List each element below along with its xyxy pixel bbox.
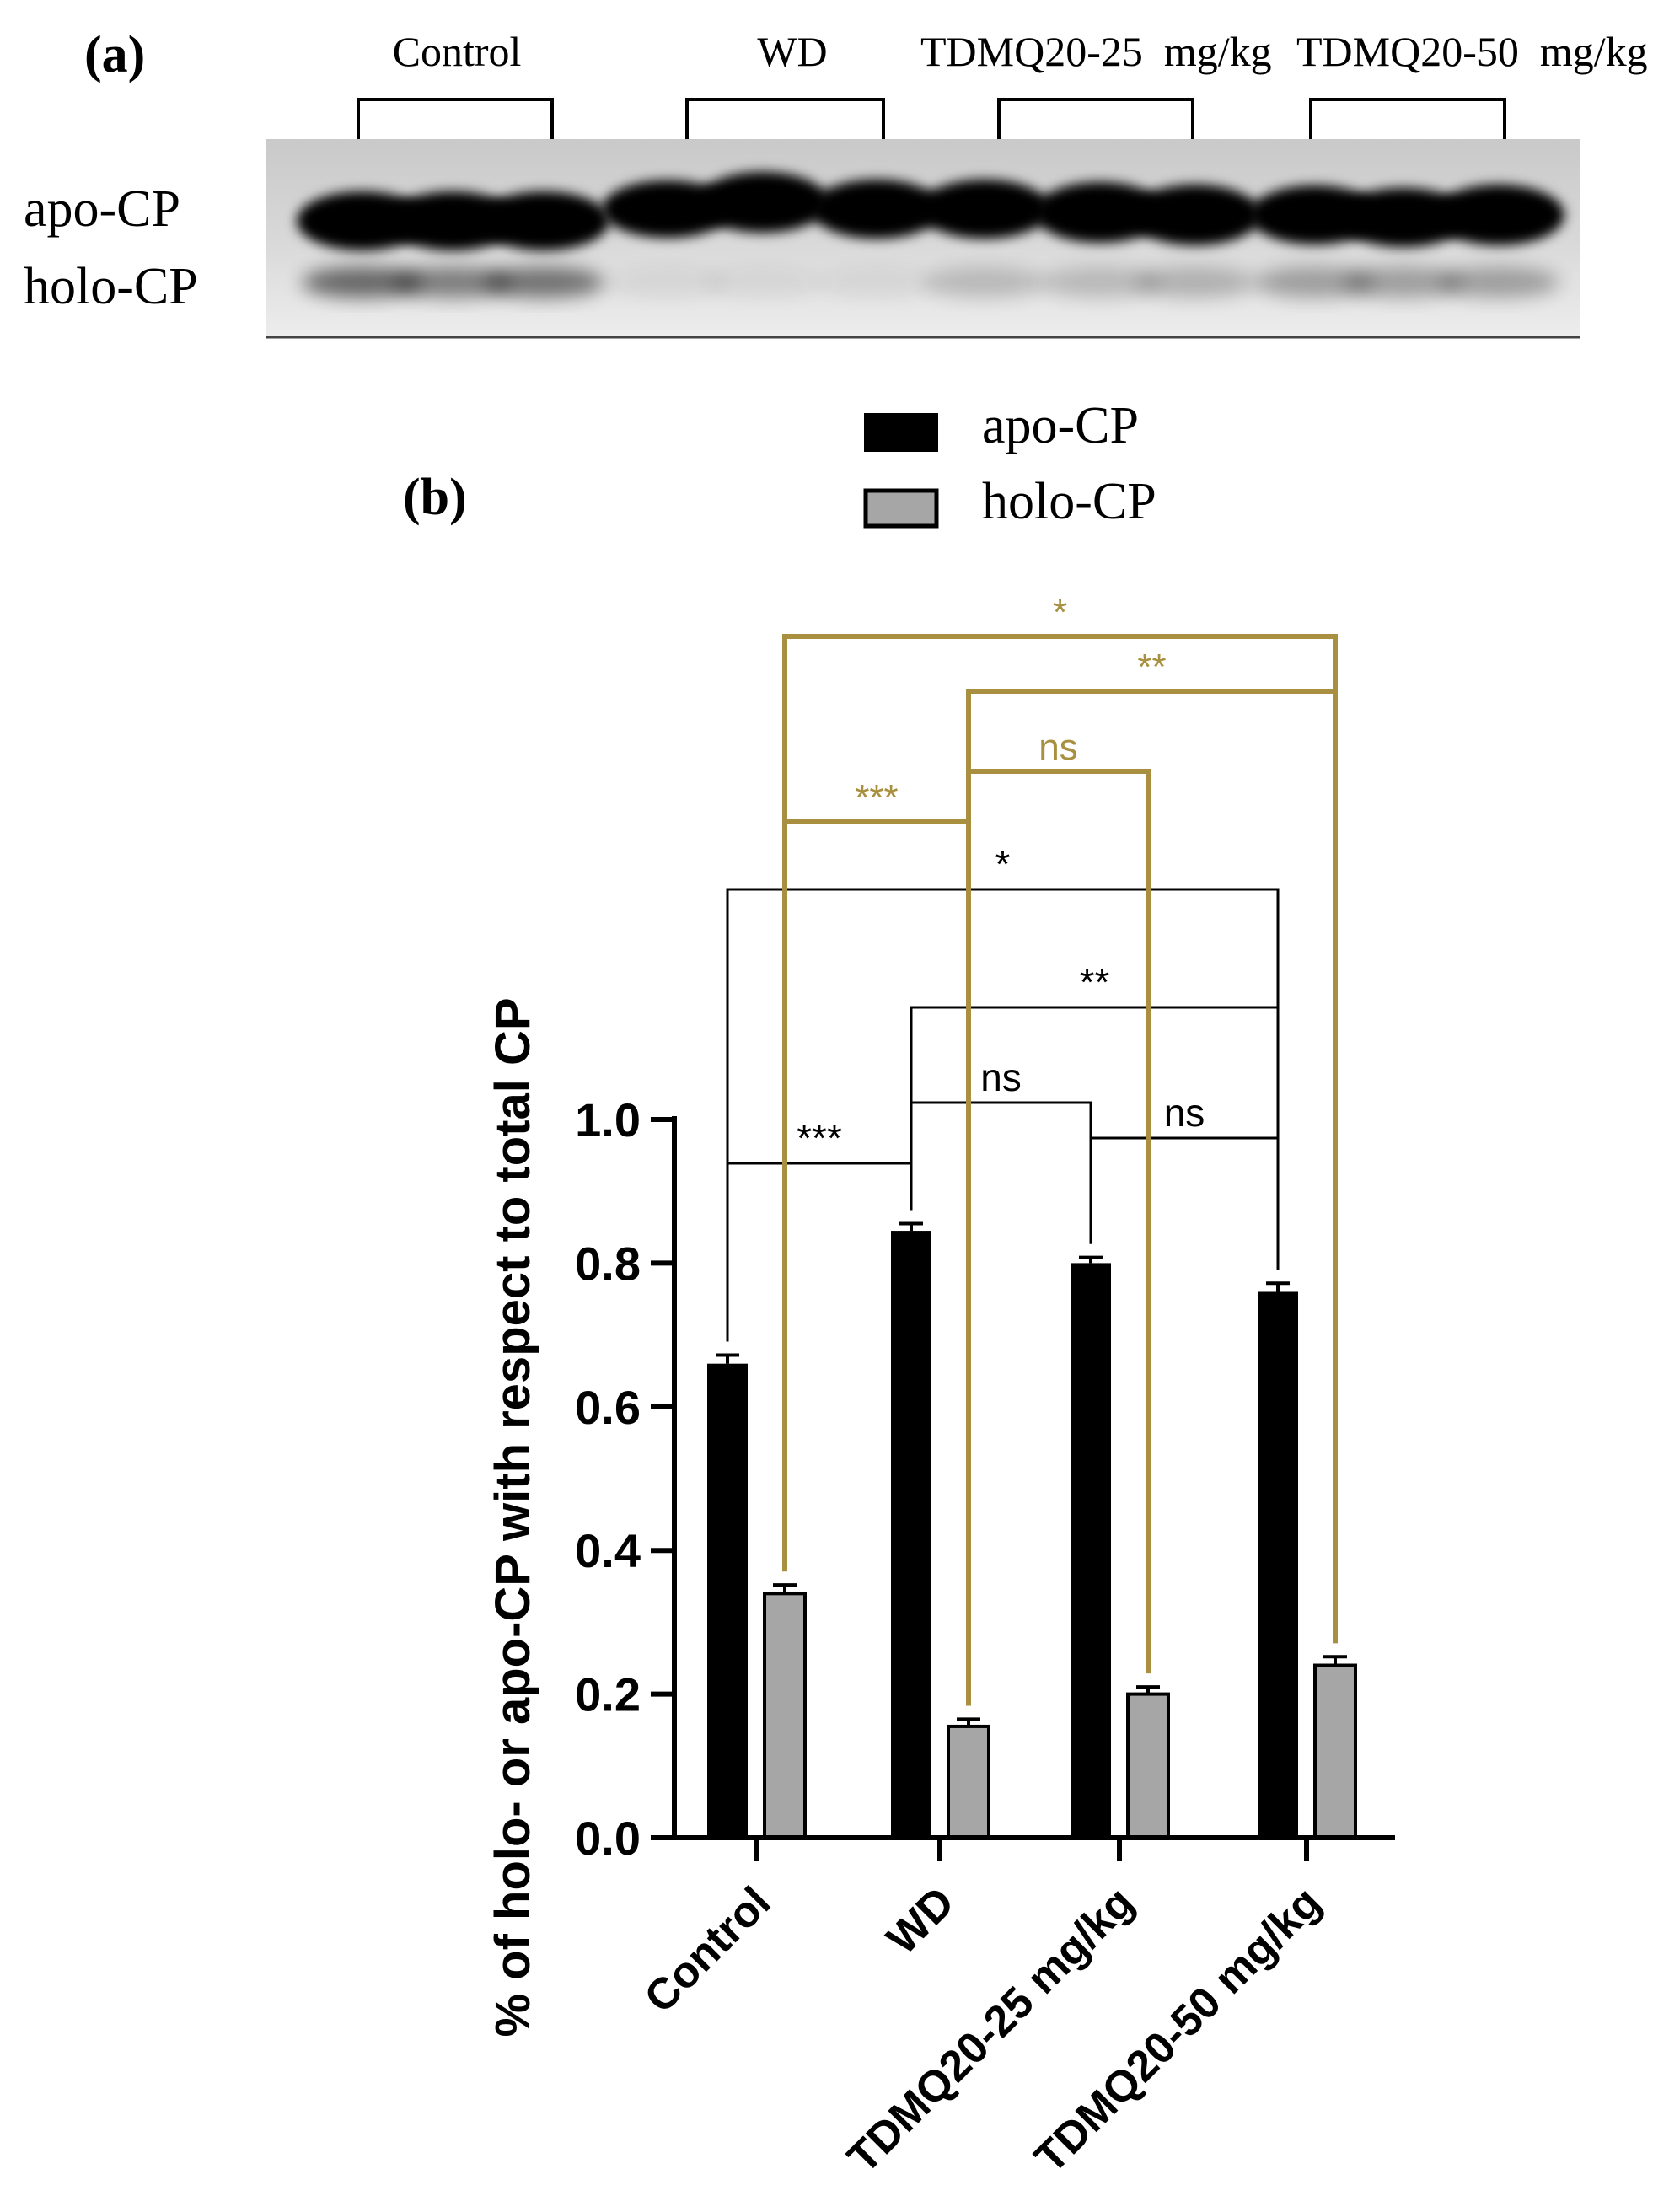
bracket-label-apo-3: ** [1080,960,1110,1004]
bar-holo-1 [947,1724,990,1839]
bar-holo-3 [1313,1663,1357,1840]
blot-bands [297,172,1564,298]
blot-band-holo [392,267,513,298]
blot-band-holo [1039,267,1161,298]
blot-band-holo [1438,267,1559,298]
significance-apo-2: ns [1089,1091,1280,1270]
group-bracket-control [357,98,554,143]
x-tick-label-1: WD [877,1877,963,1963]
panel-a-label: (a) [84,26,145,83]
bracket-line-apo-0 [726,1162,913,1342]
bar-series [707,1221,1357,1840]
group-bracket-tdmq25 [997,98,1194,143]
legend-swatch-apo [864,413,938,452]
western-blot [266,139,1580,339]
group-bracket-wd [685,98,885,143]
group-brackets [357,98,1506,143]
bracket-line-apo-4 [726,888,1280,1342]
bar-holo-2 [1126,1692,1170,1839]
significance-holo-0: *** [782,777,971,1706]
bracket-label-holo-1: ns [1038,727,1077,768]
blot-band-apo [478,191,609,250]
bar-apo-2 [1071,1263,1111,1838]
blot-band-holo [1135,267,1256,298]
blot-band-holo [1254,267,1376,298]
bar-apo-0 [707,1363,748,1838]
legend-label-holo: holo-CP [982,473,1156,530]
bar-apo-3 [1258,1291,1298,1838]
blot-band-holo [1343,267,1464,298]
legend-swatch-holo [863,488,939,529]
y-tick-label-4: 0.8 [575,1237,641,1290]
group-bracket-tdmq50 [1309,98,1506,143]
y-tick-label-2: 0.4 [575,1524,641,1577]
legend-label-apo: apo-CP [982,397,1139,454]
blot-band-holo [302,267,423,298]
y-tick-label-1: 0.2 [575,1668,641,1721]
y-tick-label-5: 1.0 [575,1093,641,1146]
blot-band-holo [702,267,824,298]
bar-holo-0 [763,1592,807,1839]
bracket-line-holo-1 [966,769,1151,1706]
blot-band-apo [919,180,1050,239]
y-axis-label: % of holo- or apo-CP with respect to tot… [486,997,540,2037]
blot-band-holo [483,267,604,298]
blot-band-apo [1338,188,1469,247]
group-label-wd: WD [757,28,827,75]
significance-apo-0: *** [726,1116,913,1342]
bracket-line-apo-1 [910,1101,1092,1244]
blot-band-apo [297,191,428,250]
band-label-apo: apo-CP [24,180,180,238]
y-tick-label-3: 0.6 [575,1381,641,1434]
bar-apo-1 [891,1231,931,1838]
bracket-line-apo-2 [1089,1136,1280,1270]
blot-band-apo [1034,182,1166,243]
group-label-tdmq25: TDMQ20-25 mg/kg [920,28,1272,75]
blot-band-apo [1130,185,1261,245]
significance-apo-1: ns [910,1055,1092,1244]
bracket-line-holo-0 [782,819,971,1706]
bracket-label-apo-2: ns [1164,1091,1205,1135]
group-labels: Control WD TDMQ20-25 mg/kg TDMQ20-50 mg/… [393,28,1648,75]
y-tick-label-0: 0.0 [575,1812,641,1865]
band-label-holo: holo-CP [24,258,198,315]
group-label-control: Control [393,28,522,75]
blot-band-apo [811,180,942,239]
x-tick-label-0: Control [636,1877,781,2022]
bracket-label-holo-3: * [1053,592,1067,633]
blot-band-apo [1433,185,1564,245]
blot-band-apo [387,191,518,250]
group-label-tdmq50: TDMQ20-50 mg/kg [1296,28,1648,75]
blot-band-apo [697,172,829,233]
blot-band-holo [607,267,728,298]
panel-b-label: (b) [403,469,467,526]
bracket-label-apo-1: ns [980,1055,1022,1099]
significance-apo-4: * [726,842,1280,1342]
bracket-label-holo-2: ** [1137,647,1166,688]
legend: apo-CP holo-CP [863,397,1156,530]
bracket-line-holo-3 [782,634,1338,1644]
bracket-label-apo-0: *** [797,1116,842,1160]
blot-band-holo [924,267,1045,298]
bracket-label-holo-0: *** [855,777,898,819]
blot-band-holo [816,267,937,298]
significance-holo-3: * [782,592,1338,1644]
bracket-label-apo-4: * [995,842,1011,886]
